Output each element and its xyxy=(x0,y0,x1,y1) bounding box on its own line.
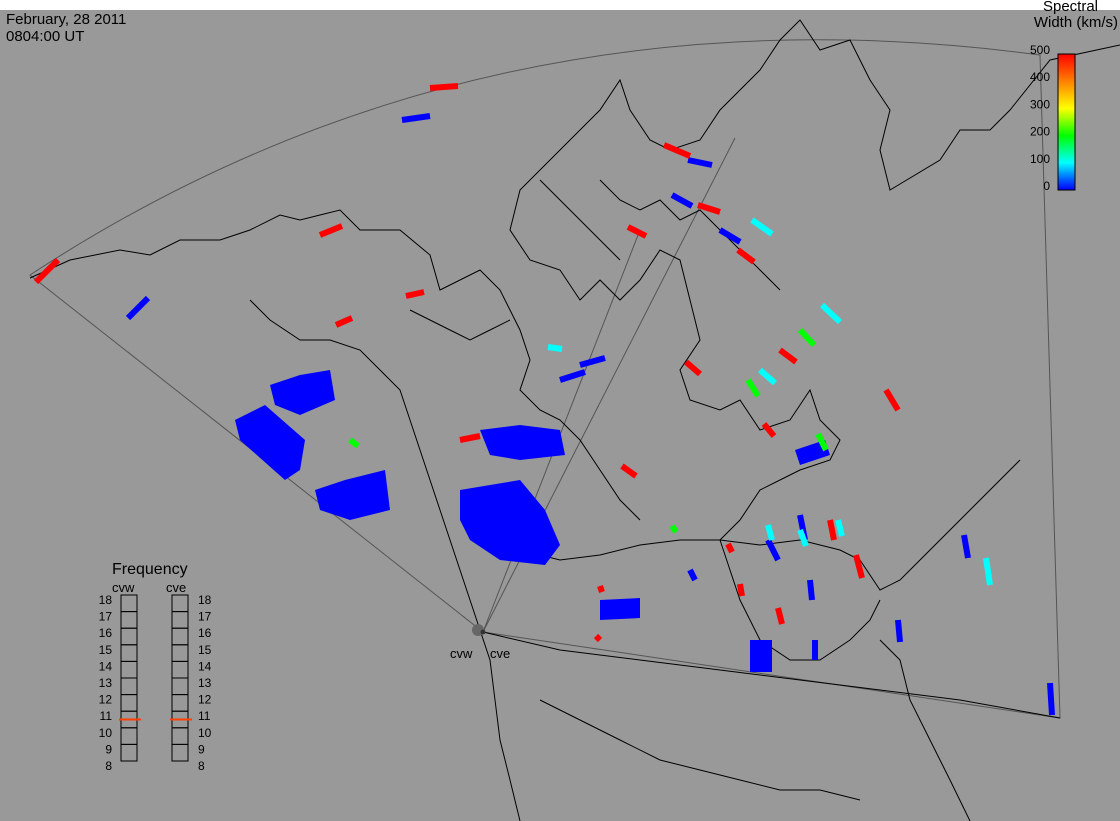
frequency-cvw-label: cvw xyxy=(112,580,135,595)
frequency-tick-label: 14 xyxy=(198,659,212,673)
frequency-tick-label: 18 xyxy=(198,593,212,607)
frequency-tick-label: 13 xyxy=(198,676,212,690)
date-label: February, 28 2011 xyxy=(6,11,126,28)
frequency-tick-label: 12 xyxy=(198,693,212,707)
coastlines xyxy=(29,19,1120,821)
frequency-tick-label: 17 xyxy=(99,610,113,624)
frequency-tick-label: 13 xyxy=(99,676,113,690)
frequency-tick-label: 16 xyxy=(99,626,113,640)
frequency-panel: Frequency cvw cve 18 17 16 15 14 13 12 11 10 9 8 18… xyxy=(99,561,212,773)
frequency-title: Frequency xyxy=(112,561,188,578)
frequency-cell xyxy=(120,743,138,762)
frequency-tick-label: 18 xyxy=(99,593,113,607)
frequency-tick-label: 11 xyxy=(198,709,211,723)
colorbar-title-line2: Width (km/s) xyxy=(1034,14,1118,31)
colorbar-tick-label: 400 xyxy=(1030,70,1050,84)
frequency-tick-label: 10 xyxy=(99,726,113,740)
frequency-cve-label: cve xyxy=(166,580,186,595)
radar-site-label-cvw: cvw xyxy=(450,646,473,661)
radar-site-marker xyxy=(480,629,486,635)
colorbar-gradient xyxy=(1057,53,1076,191)
frequency-tick-label: 8 xyxy=(198,759,205,773)
frequency-tick-label: 9 xyxy=(105,742,112,756)
frequency-tick-label: 11 xyxy=(100,709,113,723)
frequency-tick-label: 14 xyxy=(99,659,113,673)
spectral-width-colorbar: Spectral Width (km/s) 500 400 300 200 100 0 xyxy=(1030,0,1118,193)
radar-sites: cvw cve xyxy=(450,624,510,661)
frequency-tick-label: 9 xyxy=(198,742,205,756)
frequency-tick-label: 15 xyxy=(99,643,113,657)
frequency-tick-label: 8 xyxy=(105,759,112,773)
frequency-tick-label: 17 xyxy=(198,610,212,624)
map-background xyxy=(0,10,1120,821)
frequency-tick-label: 12 xyxy=(99,693,113,707)
frequency-cell xyxy=(171,743,189,762)
radar-field-of-view xyxy=(29,39,1061,719)
colorbar-tick-label: 500 xyxy=(1030,43,1050,57)
colorbar-tick-label: 100 xyxy=(1030,152,1050,166)
frequency-tick-label: 15 xyxy=(198,643,212,657)
beam-boundary-line xyxy=(482,229,641,633)
frequency-tick-label: 16 xyxy=(198,626,212,640)
radar-site-label-cve: cve xyxy=(490,646,510,661)
colorbar-tick-label: 200 xyxy=(1030,125,1050,139)
colorbar-title-line1: Spectral xyxy=(1043,0,1098,15)
frequency-tick-label: 10 xyxy=(198,726,212,740)
time-label: 0804:00 UT xyxy=(6,28,84,45)
radar-scatter-data xyxy=(33,83,1055,716)
colorbar-tick-label: 0 xyxy=(1043,179,1050,193)
colorbar-tick-label: 300 xyxy=(1030,97,1050,111)
